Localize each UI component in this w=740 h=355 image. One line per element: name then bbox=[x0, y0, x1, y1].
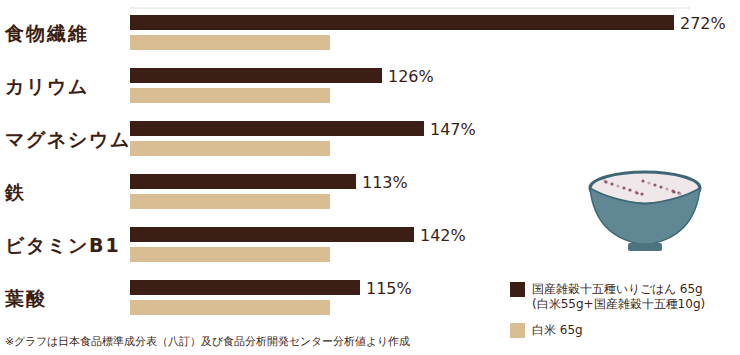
data-label: 147% bbox=[430, 120, 476, 139]
data-label: 126% bbox=[388, 67, 434, 86]
bar bbox=[130, 121, 424, 136]
category-label: 鉄 bbox=[4, 181, 26, 203]
footnote: ※グラフは日本食品標準成分表（八訂）及び食品分析開発センター分析値より作成 bbox=[5, 335, 410, 348]
legend-swatch bbox=[510, 323, 525, 338]
bar bbox=[130, 194, 330, 209]
bar bbox=[130, 88, 330, 103]
bar bbox=[130, 174, 356, 189]
bowl-illustration bbox=[590, 172, 700, 251]
bar bbox=[130, 15, 674, 30]
chart-svg: 食物繊維 272% カリウム 126% マグネシウム 147% 鉄 113% ビタミンB1 142… bbox=[0, 0, 740, 355]
bar bbox=[130, 247, 330, 262]
legend-label: 白米 65g bbox=[532, 323, 583, 337]
bar bbox=[130, 35, 330, 50]
data-label: 142% bbox=[420, 226, 466, 245]
data-label: 113% bbox=[362, 173, 408, 192]
legend-label: 国産雑穀十五種いりごはん 65g(白米55g+国産雑穀十五種10g) bbox=[532, 282, 705, 311]
category-label: 葉酸 bbox=[4, 287, 47, 309]
labels: 食物繊維 272% カリウム 126% マグネシウム 147% 鉄 113% ビタミンB1 142… bbox=[4, 14, 726, 309]
data-label: 115% bbox=[366, 279, 412, 298]
legend-swatch bbox=[510, 282, 525, 297]
category-label: 食物繊維 bbox=[4, 22, 89, 44]
data-label: 272% bbox=[680, 14, 726, 33]
bar bbox=[130, 300, 330, 315]
bars bbox=[130, 15, 674, 315]
category-label: カリウム bbox=[5, 75, 89, 97]
axis-line bbox=[130, 8, 690, 9]
legend: 国産雑穀十五種いりごはん 65g(白米55g+国産雑穀十五種10g) 白米 65g bbox=[510, 282, 705, 338]
bar bbox=[130, 68, 382, 83]
category-label: マグネシウム bbox=[5, 128, 131, 150]
bar bbox=[130, 280, 360, 295]
bar bbox=[130, 227, 414, 242]
chart-container: 食物繊維 272% カリウム 126% マグネシウム 147% 鉄 113% ビタミンB1 142… bbox=[0, 0, 740, 355]
category-label: ビタミンB1 bbox=[5, 234, 121, 256]
bar bbox=[130, 141, 330, 156]
